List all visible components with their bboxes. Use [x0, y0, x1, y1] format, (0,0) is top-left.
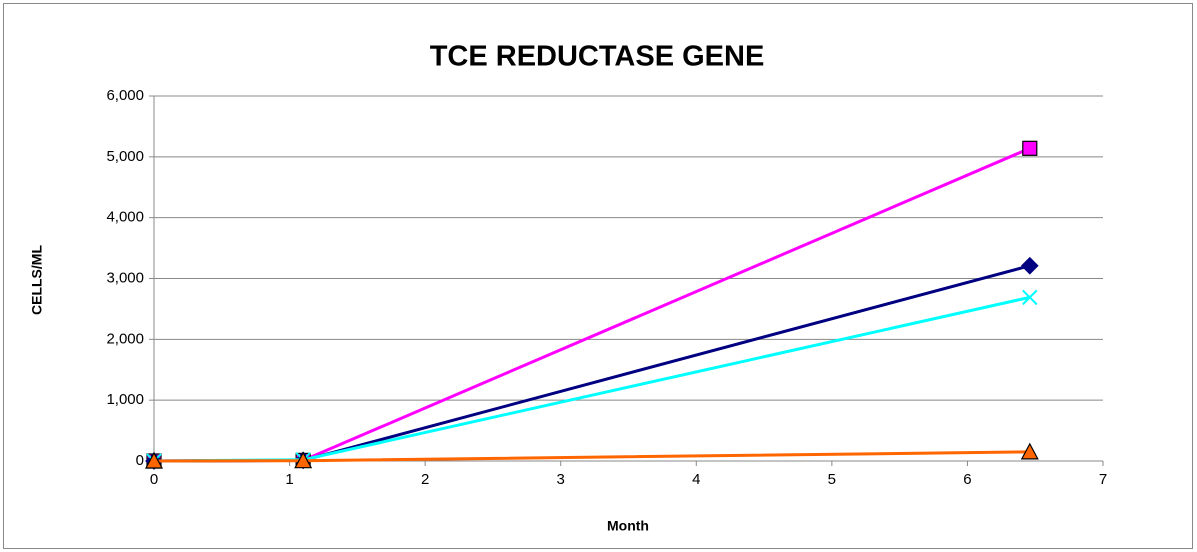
y-tick-label: 4,000: [106, 209, 144, 226]
chart-border: [3, 3, 1193, 549]
x-tick-label: 7: [1099, 471, 1107, 488]
y-tick-label: 1,000: [106, 391, 144, 408]
x-axis-title: Month: [607, 518, 649, 534]
y-tick-label: 0: [136, 452, 144, 469]
chart-title: TCE REDUCTASE GENE: [430, 41, 765, 73]
marker: [294, 451, 313, 469]
y-tick-label: 2,000: [106, 330, 144, 347]
y-tick-label: 5,000: [106, 148, 144, 165]
marker: [1022, 289, 1038, 306]
marker: [1022, 140, 1038, 156]
x-tick-label: 0: [150, 471, 158, 488]
x-tick-label: 3: [557, 471, 565, 488]
marker: [145, 451, 163, 469]
y-tick-label: 6,000: [106, 87, 144, 104]
x-tick-label: 1: [285, 471, 293, 488]
x-tick-label: 4: [692, 471, 700, 488]
x-tick-label: 6: [963, 471, 971, 488]
x-tick-label: 2: [421, 471, 429, 488]
y-tick-label: 3,000: [106, 269, 144, 286]
x-tick-label: 5: [828, 471, 836, 488]
y-axis-title: CELLS/ML: [29, 245, 45, 315]
marker: [1020, 256, 1039, 275]
marker: [1020, 442, 1039, 460]
